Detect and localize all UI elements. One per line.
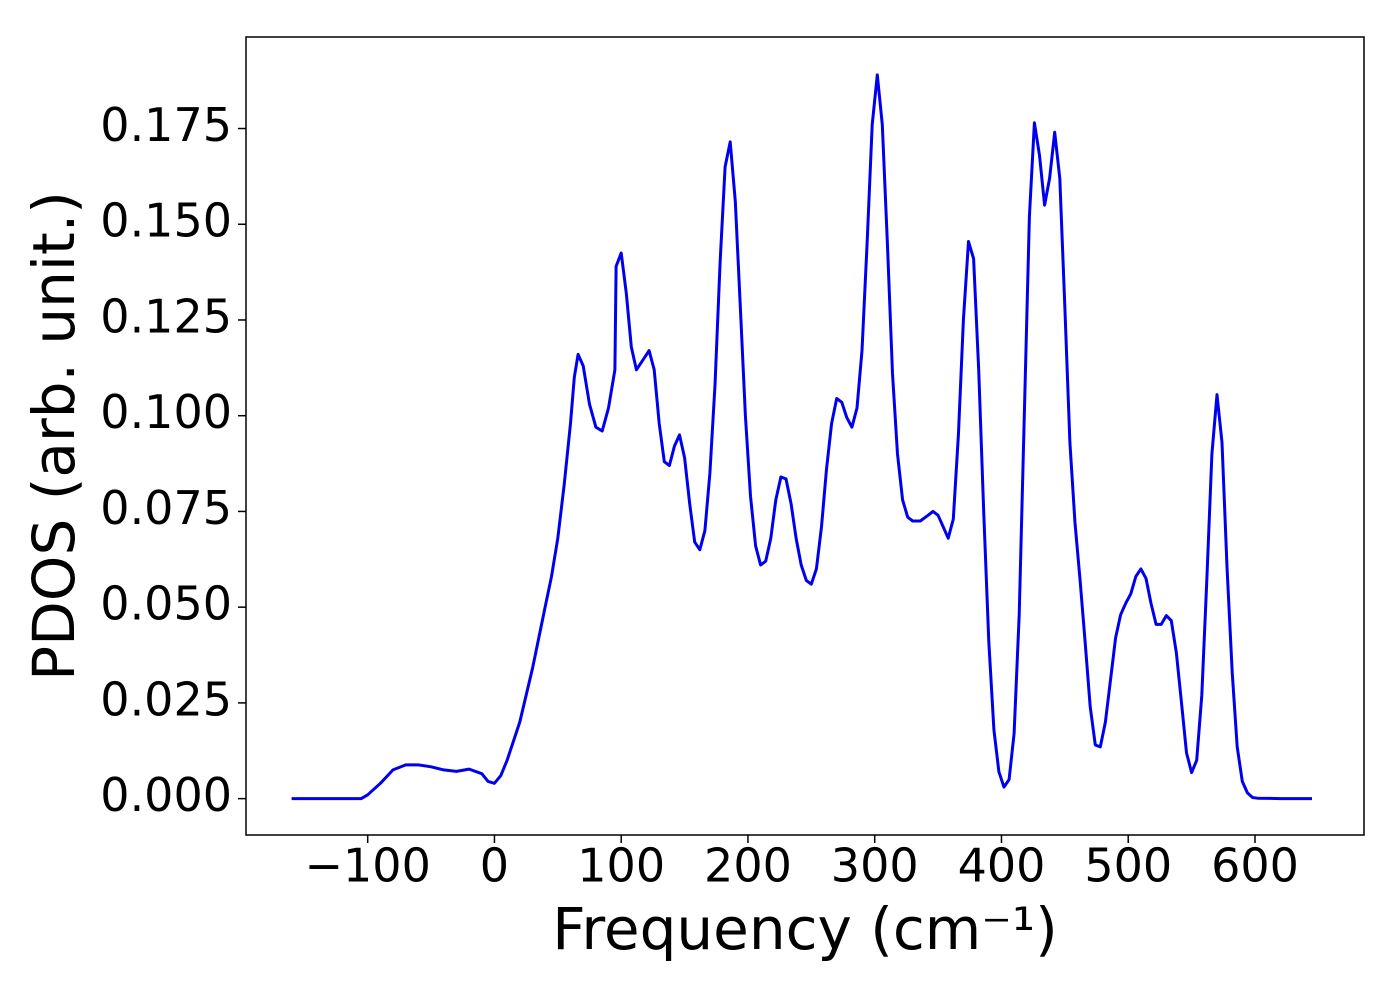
x-tick-label: 300 bbox=[831, 839, 919, 893]
y-tick-label: 0.000 bbox=[100, 768, 232, 822]
x-tick-label: 0 bbox=[480, 839, 509, 893]
y-tick-label: 0.100 bbox=[100, 385, 232, 439]
x-tick-label: 600 bbox=[1211, 839, 1299, 893]
x-tick-label: −100 bbox=[305, 839, 431, 893]
y-axis-label: PDOS (arb. unit.) bbox=[20, 191, 88, 681]
y-tick-label: 0.075 bbox=[100, 481, 232, 535]
x-tick-label: 400 bbox=[958, 839, 1046, 893]
y-tick-label: 0.050 bbox=[100, 577, 232, 631]
x-tick-label: 100 bbox=[577, 839, 665, 893]
y-tick-label: 0.175 bbox=[100, 98, 232, 152]
y-tick-label: 0.025 bbox=[100, 672, 232, 726]
plot-frame bbox=[245, 36, 1365, 836]
y-tick-label: 0.125 bbox=[100, 289, 232, 343]
x-tick-label: 500 bbox=[1084, 839, 1172, 893]
data-line bbox=[291, 73, 1312, 801]
y-tick-label: 0.150 bbox=[100, 194, 232, 248]
x-tick-label: 200 bbox=[704, 839, 792, 893]
x-axis-label: Frequency (cm⁻¹) bbox=[552, 895, 1058, 963]
